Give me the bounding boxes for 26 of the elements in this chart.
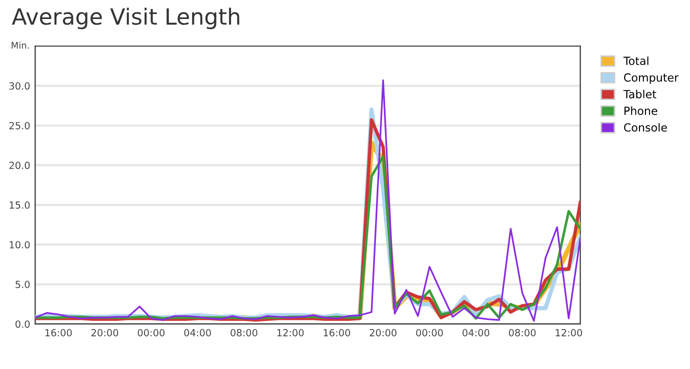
- y-tick-label: 30.0: [9, 82, 30, 90]
- x-tick-label: 16:00: [45, 329, 72, 336]
- y-tick-label: 15.0: [10, 201, 30, 209]
- x-tick-label: 00:00: [416, 329, 443, 336]
- legend-label: Tablet: [623, 90, 656, 98]
- x-tick-label: 08:00: [230, 329, 258, 336]
- legend-label: Computer: [624, 73, 679, 84]
- x-tick-label: 08:00: [508, 329, 536, 336]
- x-tick-label: 04:00: [462, 329, 490, 336]
- y-tick-label: 0.0: [16, 320, 30, 328]
- chart-title: Average Visit Length: [12, 8, 240, 30]
- x-tick-label: 20:00: [370, 329, 396, 336]
- y-tick-label: 5.0: [16, 280, 30, 288]
- y-tick-label: 25.0: [9, 122, 30, 130]
- x-tick-label: 20:00: [91, 329, 118, 336]
- x-tick-label: 00:00: [138, 329, 165, 336]
- legend-label: Total: [623, 56, 648, 66]
- x-tick-label: 04:00: [184, 329, 211, 336]
- y-tick-label: 10.0: [10, 241, 30, 248]
- x-tick-label: 12:00: [556, 329, 582, 336]
- legend-label: Phone: [624, 106, 658, 115]
- x-tick-label: 12:00: [277, 329, 304, 336]
- y-axis-title: Min.: [12, 42, 29, 49]
- legend-label: Console: [624, 123, 667, 132]
- x-tick-label: 16:00: [324, 329, 350, 336]
- y-tick-label: 20.0: [9, 162, 30, 170]
